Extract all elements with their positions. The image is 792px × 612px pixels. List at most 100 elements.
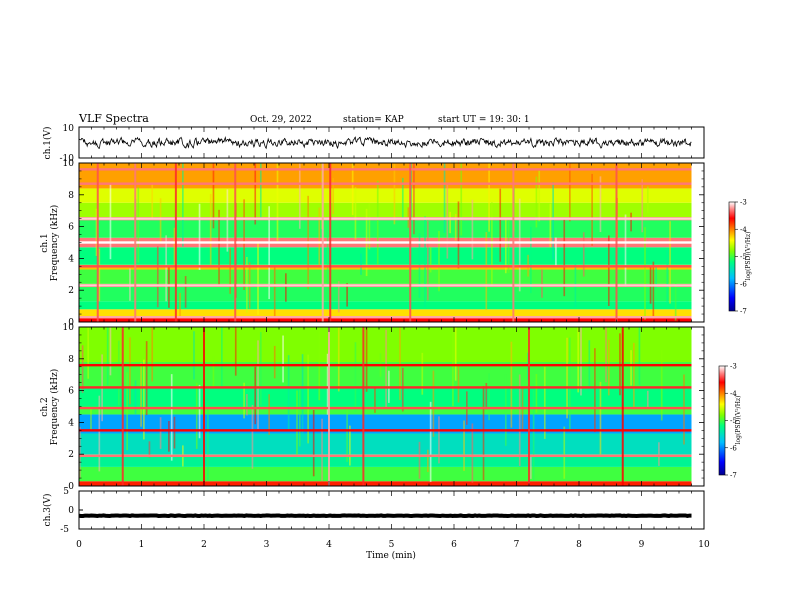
spectrogram-texture	[427, 220, 429, 301]
spectrogram-line	[79, 316, 692, 319]
frequency-tick-label: 6	[68, 223, 74, 233]
spectrogram-texture	[257, 243, 259, 315]
spectrogram-texture	[140, 362, 142, 427]
spectrogram-texture	[117, 340, 120, 406]
ch1-spec-x-ticks	[78, 163, 705, 322]
spectrogram-texture	[106, 327, 109, 386]
spectrogram-texture	[446, 182, 449, 259]
spectrogram-texture	[438, 416, 440, 464]
spectrogram-texture	[385, 329, 387, 409]
spectrogram-texture	[243, 199, 245, 291]
spectrogram-line	[79, 217, 692, 220]
spectrogram-texture	[368, 202, 371, 250]
spectrogram-texture	[98, 395, 101, 472]
spectrogram-texture	[566, 337, 568, 419]
spectrogram-texture	[471, 199, 474, 260]
spectrogram-texture	[582, 232, 585, 277]
spectrogram-band	[79, 317, 692, 322]
spectrogram-texture	[401, 177, 404, 220]
spectrogram-texture	[212, 356, 215, 389]
spectrogram-texture	[257, 340, 259, 430]
chart-title: VLF Spectra	[78, 112, 149, 125]
spectrogram-texture	[184, 276, 187, 308]
spectrogram-texture	[220, 327, 223, 389]
spectrogram-texture	[563, 219, 566, 297]
colorbar-tick-label: -3	[730, 363, 737, 371]
spectrogram-texture	[482, 385, 485, 481]
colorbar-tick-label: -6	[730, 444, 737, 452]
ch3-ytick-5: 5	[63, 487, 69, 497]
spectrogram-texture	[193, 331, 195, 380]
frequency-tick-label: 6	[68, 387, 74, 397]
spectrogram-line	[79, 241, 692, 244]
spectrogram-texture	[452, 327, 454, 407]
spectrogram-texture	[646, 390, 649, 408]
ch2-colorbar-gradient	[718, 365, 726, 476]
spectrogram-texture	[332, 178, 335, 215]
spectrogram-texture	[170, 374, 173, 461]
spectrogram-texture	[148, 441, 151, 458]
spectrogram-texture	[658, 442, 660, 466]
spectrogram-texture	[198, 384, 201, 439]
start-time-label: start UT = 19: 30: 1	[438, 115, 530, 125]
spectrogram-texture	[159, 198, 162, 243]
spectrogram-event	[329, 163, 332, 322]
ch2-colorbar-label: log(PSD)(V²/Hz)	[735, 396, 742, 445]
spectrogram-event	[621, 327, 624, 486]
spectrogram-texture	[318, 207, 321, 268]
x-tick-label: 8	[576, 540, 582, 550]
spectrogram-band	[79, 414, 692, 434]
colorbar-tick-label: -4	[740, 226, 747, 234]
ch1-colorbar-label: log(PSD)(V²/Hz)	[745, 232, 752, 281]
frequency-tick-label: 2	[68, 450, 74, 460]
spectrogram-event	[328, 327, 330, 486]
frequency-tick-label: 0	[68, 318, 74, 328]
spectrogram-band	[79, 269, 692, 284]
spectrogram-texture	[471, 423, 474, 483]
spectrogram-texture	[563, 426, 566, 479]
spectrogram-line	[79, 363, 692, 367]
spectrogram-line	[79, 284, 692, 287]
spectrogram-texture	[683, 374, 685, 445]
spectrogram-texture	[646, 186, 649, 213]
spectrogram-texture	[510, 341, 513, 428]
spectrogram-texture	[429, 401, 432, 483]
x-axis-tick-labels: 0 1 2 3 4 5 6 7 8 9 10	[76, 540, 710, 550]
spectrogram-texture	[182, 163, 184, 247]
spectrogram-texture	[457, 201, 460, 269]
spectrogram-texture	[607, 339, 610, 396]
spectrogram-texture	[424, 216, 426, 308]
spectrogram-event	[362, 327, 365, 486]
no-data-area	[691, 327, 704, 486]
ch2-spec-y-ticks: 0 2 4 6 8 10	[63, 323, 704, 492]
x-tick-label: 9	[639, 540, 645, 550]
ch2-spec-x-ticks	[78, 327, 705, 486]
spectrogram-texture	[254, 366, 257, 425]
spectrogram-texture	[541, 269, 543, 298]
spectrogram-texture	[145, 341, 148, 416]
spectrogram-texture	[126, 372, 128, 451]
spectrogram-band	[79, 301, 692, 310]
spectrogram-texture	[195, 382, 198, 449]
ch1-spec-y-ticks: 0 2 4 6 8 10	[63, 159, 704, 328]
ch3-ylabel: ch.3(V)	[42, 494, 53, 527]
spectrogram-texture	[337, 327, 340, 392]
ch1-colorbar-gradient	[728, 201, 736, 312]
ch1-colorbar: -7 -6 -5 -4 -3 log(PSD)(V²/Hz)	[728, 199, 752, 316]
spectrogram-texture	[599, 176, 602, 233]
spectrogram-texture	[168, 266, 170, 308]
spectrogram-texture	[594, 348, 596, 433]
spectrogram-texture	[98, 248, 101, 302]
spectrogram-texture	[81, 345, 84, 393]
spectrogram-line	[79, 429, 692, 432]
ch2-colorbar-ticks: -7 -6 -5 -4 -3	[725, 363, 737, 480]
spectrogram-texture	[321, 418, 323, 481]
frequency-tick-label: 4	[68, 418, 74, 428]
spectrogram-texture	[168, 421, 170, 452]
ch2-colorbar: -7 -6 -5 -4 -3 log(PSD)(V²/Hz)	[718, 363, 742, 480]
spectrogram-texture	[429, 247, 432, 273]
spectrogram-event	[96, 163, 99, 322]
spectrogram-texture	[134, 380, 137, 414]
colorbar-tick-label: -7	[740, 308, 747, 316]
x-tick-label: 2	[201, 540, 207, 550]
